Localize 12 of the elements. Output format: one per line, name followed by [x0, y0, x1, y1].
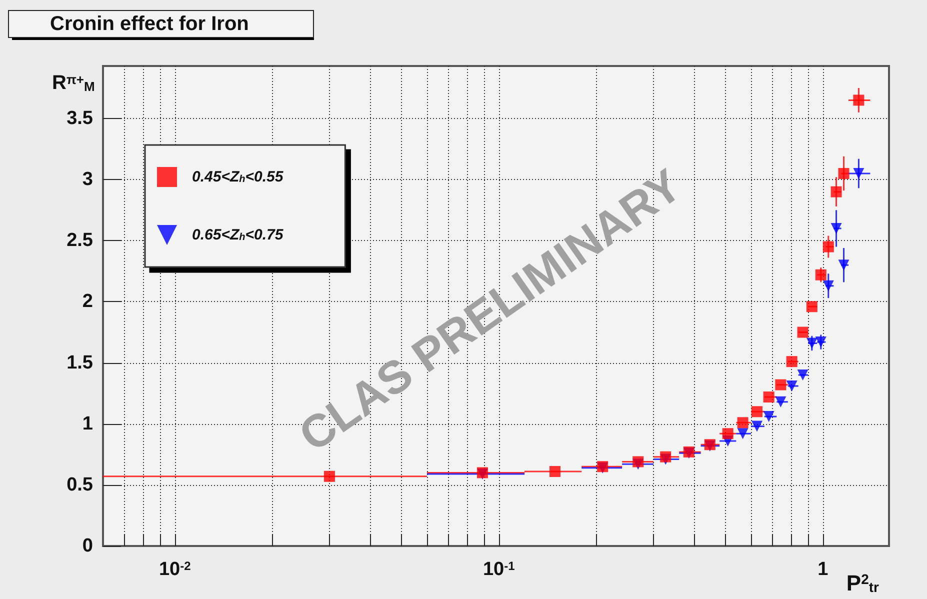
- legend-label: 0.45<Zh<0.55: [192, 168, 284, 186]
- y-tick-label: 2.5: [66, 230, 94, 252]
- y-tick-label: 2: [82, 291, 93, 312]
- y-tick-label: 1.5: [66, 352, 94, 374]
- y-tick-label: 0.5: [66, 474, 94, 496]
- chart-title: Cronin effect for Iron: [50, 13, 249, 35]
- y-tick-label: 1: [82, 413, 94, 434]
- y-tick-label: 3: [82, 169, 93, 190]
- y-tick-label: 0: [82, 536, 93, 556]
- y-tick-label: 3.5: [66, 108, 94, 130]
- x-tick-label: 1: [818, 559, 829, 580]
- legend-label: 0.65<Zh<0.75: [192, 226, 284, 244]
